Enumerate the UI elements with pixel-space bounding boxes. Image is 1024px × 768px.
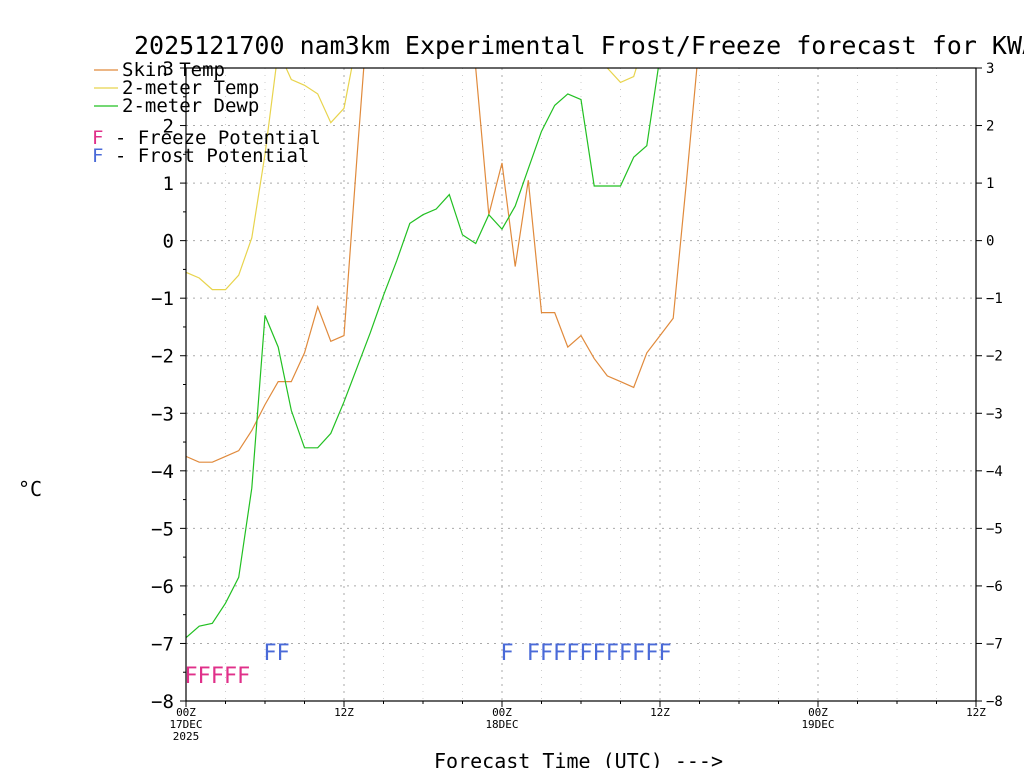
- y-tick-label-right: −8: [986, 694, 1003, 710]
- legend-label: 2-meter Dewp: [122, 95, 259, 117]
- y-tick-label: 3: [163, 58, 174, 80]
- frost-mark: F: [263, 641, 276, 666]
- y-tick-label-right: −6: [986, 579, 1003, 595]
- y-tick-label: −7: [151, 633, 174, 655]
- series-line-2-meter-dewp: [186, 68, 659, 639]
- y-tick-label-right: 3: [986, 61, 994, 77]
- frost-mark: F: [658, 641, 671, 666]
- frost-mark: F: [606, 641, 619, 666]
- y-axis-ticks: −8 −8 −7 −7 −6 −6 −5 −5 −4 −4 −3 −3 −2 −2 −1 −1 0 0 1 1 2 2 3 3: [151, 58, 1003, 713]
- y-tick-label: 1: [163, 173, 174, 195]
- y-tick-label-right: 0: [986, 234, 994, 250]
- frost-mark: F: [566, 641, 579, 666]
- legend-label: 2-meter Temp: [122, 77, 259, 99]
- x-tick-label: 2025: [173, 730, 200, 743]
- y-tick-label-right: −3: [986, 406, 1003, 422]
- y-tick-label: −2: [151, 346, 174, 368]
- frost-mark: F: [593, 641, 606, 666]
- frost-mark: F: [553, 641, 566, 666]
- y-tick-label-right: −2: [986, 349, 1003, 365]
- y-tick-label-right: −7: [986, 636, 1003, 652]
- x-tick-label: 12Z: [966, 706, 986, 719]
- frost-mark: F: [500, 641, 513, 666]
- y-tick-label-right: −4: [986, 464, 1003, 480]
- frost-mark: F: [632, 641, 645, 666]
- x-axis-label: Forecast Time (UTC) --->: [434, 749, 723, 768]
- frost-mark: F: [277, 641, 290, 666]
- freeze-mark: F: [237, 664, 250, 689]
- y-axis-label: °C: [18, 477, 42, 501]
- y-tick-label-right: −1: [986, 291, 1003, 307]
- freeze-mark: F: [211, 664, 224, 689]
- y-tick-label: −1: [151, 288, 174, 310]
- frost-mark: F: [619, 641, 632, 666]
- frost-mark: F: [579, 641, 592, 666]
- x-tick-label: 19DEC: [801, 718, 834, 731]
- y-tick-label: −6: [151, 576, 174, 598]
- grid-lines: [186, 68, 976, 701]
- y-tick-label: −5: [151, 518, 174, 540]
- chart-title: 2025121700 nam3km Experimental Frost/Fre…: [134, 31, 1024, 60]
- freeze-mark: F: [184, 664, 197, 689]
- x-tick-label: 12Z: [650, 706, 670, 719]
- freeze-mark: F: [198, 664, 211, 689]
- series-line-2-meter-temp: [186, 68, 637, 291]
- frost-mark: F: [645, 641, 658, 666]
- frost-mark: F: [540, 641, 553, 666]
- series-lines: [186, 68, 698, 639]
- x-tick-label: 00Z: [492, 706, 512, 719]
- y-tick-label: 2: [163, 116, 174, 138]
- x-tick-label: 12Z: [334, 706, 354, 719]
- series-line-skin-temp: [186, 68, 698, 463]
- freeze-mark: F: [224, 664, 237, 689]
- x-tick-label: 17DEC: [169, 718, 202, 731]
- y-tick-label: −4: [151, 461, 174, 483]
- x-tick-label: 00Z: [808, 706, 828, 719]
- y-tick-label-right: 1: [986, 176, 994, 192]
- legend-frost-label: F - Frost Potential: [92, 145, 309, 167]
- x-tick-label: 00Z: [176, 706, 196, 719]
- potential-marks: F F F F FF F F F F F F F F F F F F F: [184, 641, 671, 689]
- legend-freeze-label: F - Freeze Potential: [92, 127, 321, 149]
- y-tick-label: −3: [151, 403, 174, 425]
- x-tick-label: 18DEC: [485, 718, 518, 731]
- y-tick-label-right: −5: [986, 521, 1003, 537]
- y-tick-label-right: 2: [986, 119, 994, 135]
- frost-mark: F: [527, 641, 540, 666]
- y-tick-label: −8: [151, 691, 174, 713]
- y-tick-label: 0: [163, 231, 174, 253]
- legend-label: Skin Temp: [122, 59, 225, 81]
